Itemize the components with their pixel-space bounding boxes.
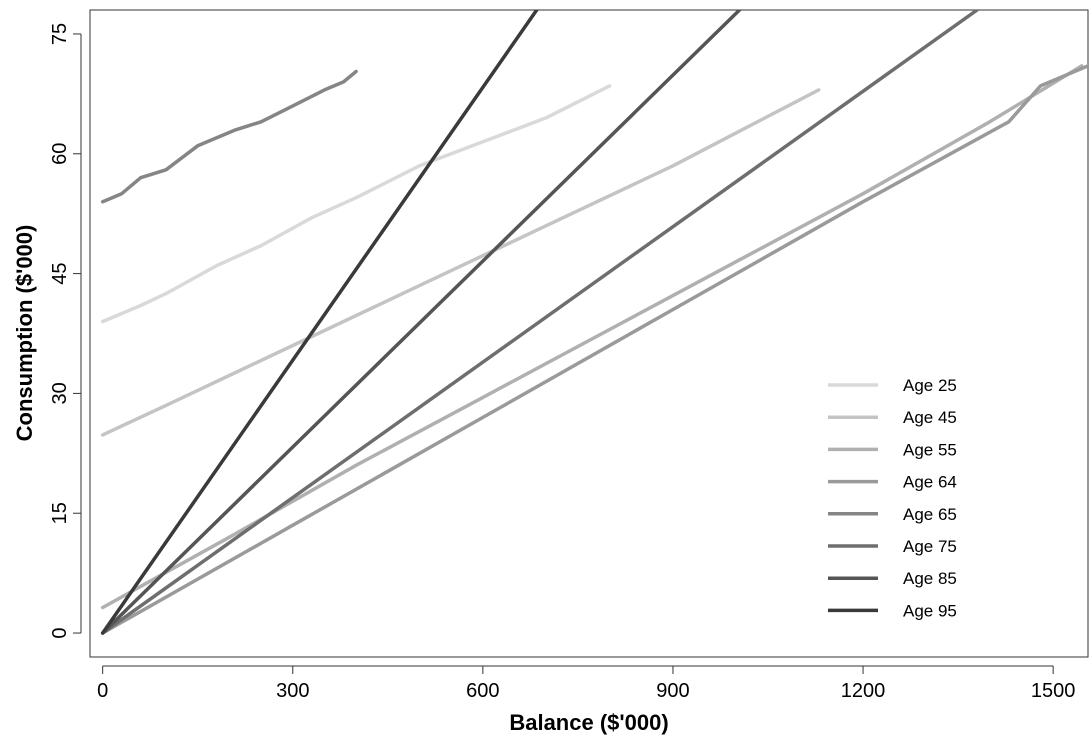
series-line-1	[100, 84, 612, 324]
y-tick-label: 30	[49, 382, 71, 404]
legend-label-6: Age 75	[903, 537, 957, 556]
y-tick-label: 15	[49, 502, 71, 524]
series-line-2	[100, 88, 821, 437]
x-tick-label: 300	[276, 680, 309, 702]
y-tick-label: 75	[49, 23, 71, 45]
x-axis: 0 300 600 900 1200 1500	[97, 665, 1076, 702]
x-tick-label: 1500	[1031, 680, 1076, 702]
legend-label-3: Age 55	[903, 440, 957, 459]
legend-label-8: Age 95	[903, 601, 957, 620]
x-tick-label: 600	[466, 680, 499, 702]
y-tick-label: 45	[49, 262, 71, 284]
series-line-6	[100, 10, 979, 635]
y-axis: 0 15 30 45 60 75	[49, 23, 82, 639]
plot-frame	[89, 9, 1089, 658]
series-line-4	[100, 64, 1088, 635]
series-line-5	[100, 69, 358, 204]
legend-label-1: Age 25	[903, 376, 957, 395]
y-tick-label: 60	[49, 143, 71, 165]
x-tick-label: 0	[97, 680, 108, 702]
legend-label-4: Age 64	[903, 473, 957, 492]
series-line-7	[100, 10, 742, 635]
y-tick-label: 0	[49, 627, 71, 638]
x-tick-label: 900	[656, 680, 689, 702]
x-tick-label: 1200	[841, 680, 886, 702]
y-axis-title: Consumption ($'000)	[12, 225, 37, 442]
series-line-8	[100, 10, 539, 635]
legend-label-2: Age 45	[903, 408, 957, 427]
x-axis-title: Balance ($'000)	[509, 710, 668, 735]
legend-label-5: Age 65	[903, 505, 957, 524]
series-layer	[100, 10, 1088, 635]
legend: Age 25 Age 45 Age 55 Age 64 Age 65 Age 75 Age …	[828, 376, 957, 620]
legend-label-7: Age 85	[903, 569, 957, 588]
